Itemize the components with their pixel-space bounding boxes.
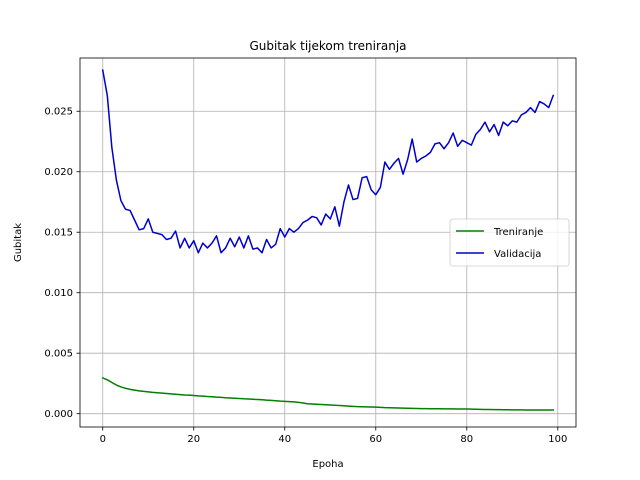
plot-frame — [79, 57, 577, 428]
legend-label-validacija: Validacija — [494, 249, 541, 260]
y-tick-label: 0.000 — [44, 409, 73, 420]
y-tick-label: 0.005 — [44, 349, 73, 360]
y-tick-label: 0.025 — [44, 107, 73, 118]
x-tick-label: 100 — [548, 434, 567, 445]
x-tick-label: 40 — [278, 434, 291, 445]
series-line-validacija — [101, 69, 555, 254]
y-tick-label: 0.020 — [44, 167, 73, 178]
series-layer — [101, 69, 555, 411]
y-tick-label: 0.010 — [44, 288, 73, 299]
x-tick-label: 60 — [369, 434, 382, 445]
series-line-treniranje — [101, 376, 554, 411]
axis-ticks: 0 20 40 60 80 100 0.000 0.005 0.010 0.015 0.020 0.0… — [44, 107, 567, 445]
x-tick-label: 80 — [460, 434, 473, 445]
chart-title: Gubitak tijekom treniranja — [249, 39, 406, 53]
legend-label-treniranje: Treniranje — [493, 227, 543, 238]
x-tick-label: 0 — [100, 434, 106, 445]
x-axis-title: Epoha — [312, 459, 343, 470]
legend: Treniranje Validacija — [449, 218, 570, 267]
y-axis-title: Gubitak — [13, 223, 24, 262]
x-tick-label: 20 — [187, 434, 200, 445]
y-tick-label: 0.015 — [44, 228, 73, 239]
